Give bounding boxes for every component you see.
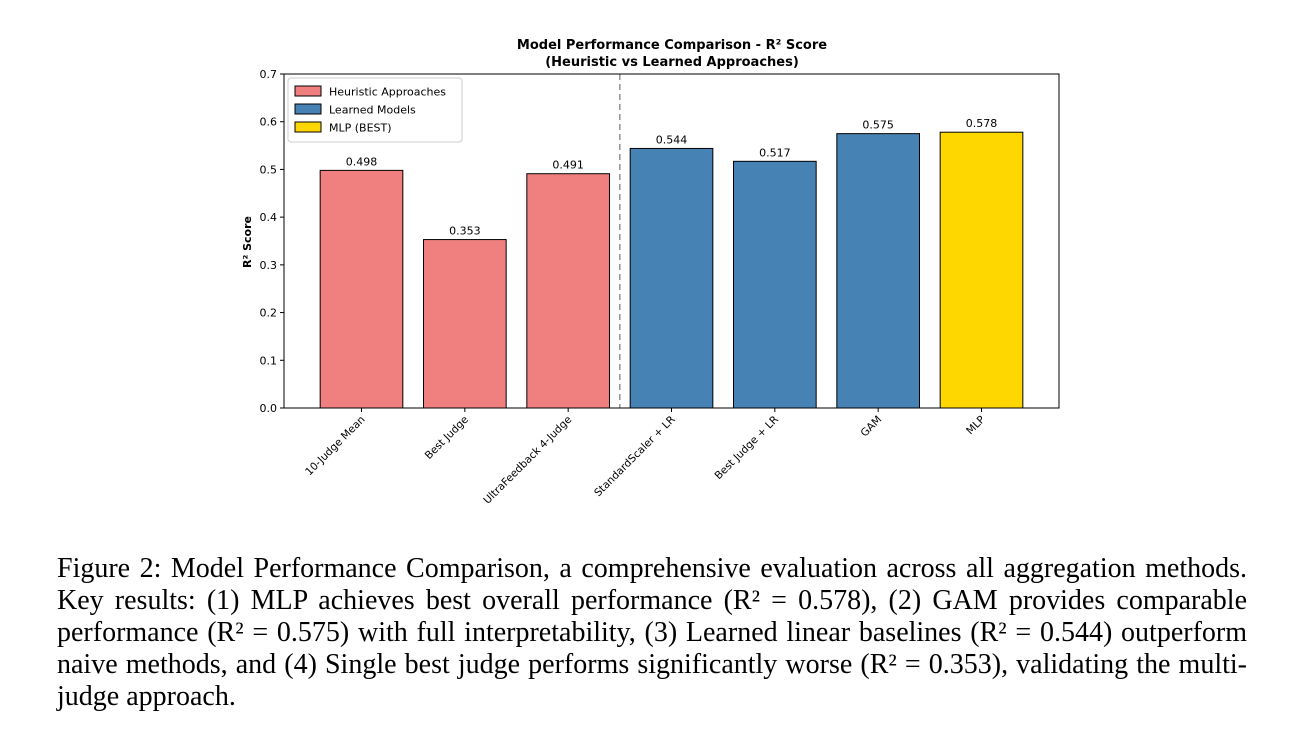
legend-swatch [294, 103, 322, 115]
figure-caption: Figure 2: Model Performance Comparison, … [57, 553, 1247, 712]
value-label: 0.353 [449, 225, 481, 238]
y-tick-label: 0.7 [260, 68, 278, 81]
value-label: 0.544 [656, 133, 688, 146]
bar [836, 133, 920, 409]
legend-swatch [294, 121, 322, 133]
bar [733, 160, 817, 409]
legend-label: Heuristic Approaches [329, 86, 446, 99]
chart-subtitle: (Heuristic vs Learned Approaches) [545, 55, 799, 70]
plot-frame [283, 73, 1060, 409]
bar [629, 147, 714, 409]
legend-swatch [294, 85, 322, 97]
legend-box [287, 77, 463, 143]
chart-title: Model Performance Comparison - R² Score [517, 38, 827, 53]
bars-layer: 0.498 0.353 0.491 0.544 0.517 0.575 0.578 [319, 117, 1024, 409]
y-tick-label: 0.6 [260, 116, 278, 129]
legend-label: MLP (BEST) [329, 122, 392, 135]
bar [423, 239, 507, 409]
value-label: 0.517 [759, 146, 791, 159]
x-tick-label: GAM [859, 414, 885, 440]
x-tick-label: StandardScaler + LR [592, 414, 678, 500]
bar [319, 169, 404, 409]
bar [939, 131, 1024, 409]
x-tick-label: Best Judge [423, 414, 471, 462]
legend: Heuristic Approaches Learned Models MLP (B… [287, 77, 463, 143]
value-label: 0.491 [552, 159, 584, 172]
value-label: 0.575 [862, 119, 894, 132]
y-tick-label: 0.0 [260, 402, 278, 415]
x-tick-label: UltraFeedback 4-Judge [481, 414, 574, 507]
y-tick-label: 0.1 [260, 354, 278, 367]
value-label: 0.578 [966, 117, 998, 130]
x-tick-label: MLP [964, 414, 988, 438]
y-tick-label: 0.4 [260, 211, 278, 224]
y-axis-label: R² Score [241, 216, 254, 268]
bar-chart: Model Performance Comparison - R² Score … [241, 38, 1060, 507]
bar [526, 173, 610, 409]
legend-label: Learned Models [329, 104, 416, 117]
y-tick-label: 0.5 [260, 163, 278, 176]
x-tick-label: 10-Judge Mean [303, 414, 368, 479]
value-label: 0.498 [346, 155, 378, 168]
y-tick-label: 0.3 [260, 259, 278, 272]
y-tick-label: 0.2 [260, 307, 278, 320]
x-tick-label: Best Judge + LR [713, 414, 781, 482]
